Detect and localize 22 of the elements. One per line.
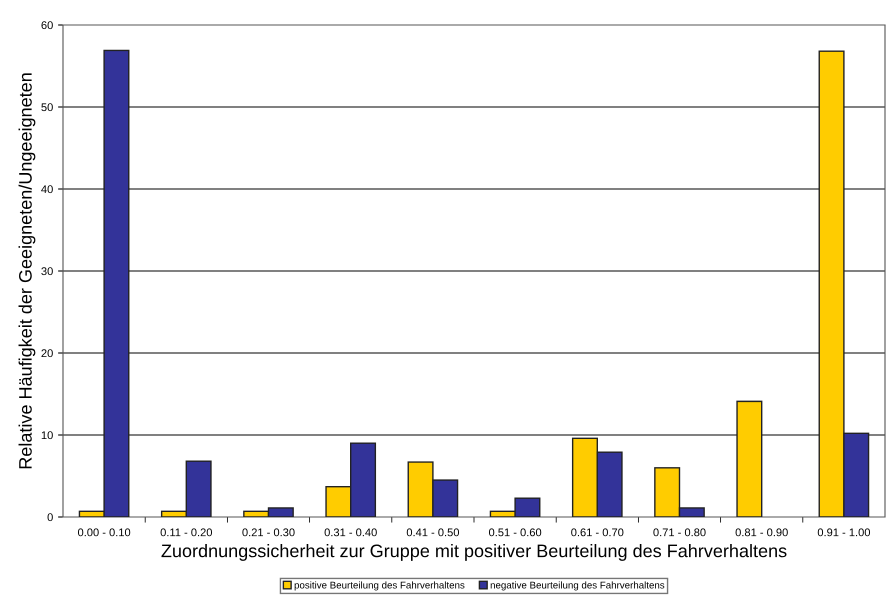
x-tick-label: 0.21 - 0.30: [242, 528, 295, 536]
legend-label: positive Beurteilung des Fahrverhaltens: [294, 581, 464, 590]
y-tick-label: 40: [41, 185, 53, 194]
x-tick-label: 0.91 - 1.00: [818, 528, 870, 536]
legend-label: negative Beurteilung des Fahrverhaltens: [490, 581, 664, 590]
x-tick-label: 0.51 - 0.60: [488, 528, 542, 536]
y-axis-title: Relative Häufigkeit der Geeigneten/Ungeeigneten: [18, 73, 36, 468]
x-tick-label: 0.31 - 0.40: [324, 528, 377, 536]
x-tick-label: 0.71 - 0.80: [653, 528, 706, 536]
bar: [736, 400, 762, 517]
x-tick-label: 0.11 - 0.20: [160, 528, 212, 536]
y-tick-label: 30: [41, 267, 53, 276]
y-tick-label: 20: [41, 349, 53, 358]
x-tick-label: 0.00 - 0.10: [78, 528, 130, 536]
y-tick-label: 50: [41, 103, 53, 112]
y-tick-label: 0: [48, 513, 53, 522]
x-tick-label: 0.61 - 0.70: [571, 528, 624, 536]
x-tick-label: 0.81 - 0.90: [736, 528, 788, 536]
y-tick-label: 10: [42, 431, 53, 440]
x-axis-title: Zuordnungssicherheit zur Gruppe mit positiver Beurteilung des Fahrverhaltens: [161, 544, 786, 561]
x-tick-label: 0.41 - 0.50: [406, 528, 460, 536]
y-tick-label: 60: [41, 21, 53, 30]
